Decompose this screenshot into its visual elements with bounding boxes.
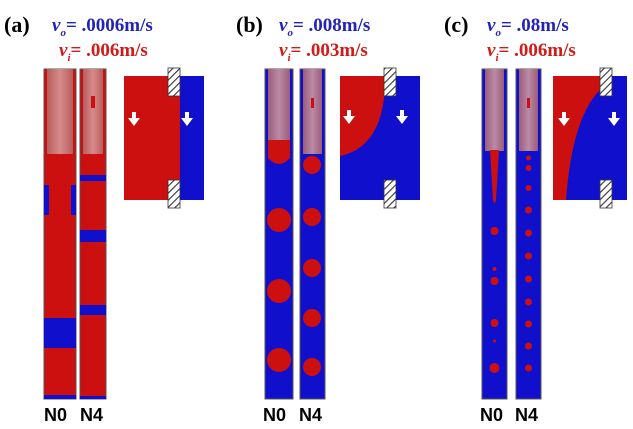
panel-b-inset	[340, 67, 420, 209]
droplet	[525, 165, 532, 171]
outer-subscript: o	[60, 26, 66, 39]
inner-subscript: i	[495, 51, 499, 64]
panel-a-left-case-label: N0	[44, 405, 68, 425]
droplet	[525, 342, 532, 350]
droplet	[267, 208, 291, 232]
panel-b-right-case-label: N4	[299, 405, 323, 425]
velocity-symbol: v	[52, 15, 61, 36]
droplet	[525, 206, 532, 214]
droplet	[525, 275, 532, 283]
flow-arrow-icon	[608, 112, 620, 126]
flow-arrow-icon	[181, 112, 193, 126]
panel-a-inner-value: = .006m/s	[70, 40, 148, 61]
droplet	[303, 358, 321, 376]
velocity-symbol: v	[279, 40, 288, 61]
droplet	[525, 364, 532, 372]
outer-subscript: o	[495, 26, 501, 39]
droplet	[525, 252, 532, 260]
panel-c-left-case-label: N0	[480, 405, 504, 425]
panel-b-left-case-label: N0	[263, 405, 287, 425]
panel-a-right-channel	[79, 68, 107, 400]
velocity-symbol: v	[59, 40, 68, 61]
flow-arrow-icon	[558, 112, 570, 126]
panel-c-outer-velocity: vo= .08m/s	[487, 16, 569, 39]
panel-c-inset	[553, 67, 627, 209]
droplet	[267, 348, 291, 372]
panel-a-inner-velocity: vi= .006m/s	[59, 41, 148, 64]
flow-arrow-icon	[343, 110, 355, 124]
panel-c-right-case-label: N4	[515, 405, 539, 425]
panel-b-inner-value: = .003m/s	[290, 40, 368, 61]
droplet	[526, 155, 531, 161]
panel-c-right-channel	[515, 68, 542, 400]
droplet	[489, 363, 500, 373]
droplet	[490, 277, 499, 285]
droplet	[490, 227, 499, 235]
droplet	[525, 229, 532, 237]
panel-b-right-channel	[299, 68, 326, 400]
droplet	[525, 320, 532, 328]
panel-a-outer-value: = .0006m/s	[65, 15, 153, 36]
droplet	[303, 156, 321, 174]
droplet	[303, 309, 321, 327]
panel-c-outer-value: = .08m/s	[500, 15, 569, 36]
panel-a-outer-velocity: vo= .0006m/s	[52, 16, 153, 39]
droplet	[303, 259, 321, 277]
panel-b-label: (b)	[236, 12, 263, 37]
droplet	[525, 185, 532, 191]
inner-subscript: i	[67, 51, 71, 64]
droplet	[493, 339, 496, 343]
flow-arrow-icon	[396, 110, 408, 124]
panel-c-inner-value: = .006m/s	[498, 40, 576, 61]
panel-b-left-channel	[264, 68, 294, 400]
panel-a-left-channel	[43, 68, 77, 400]
panel-a-right-case-label: N4	[80, 405, 104, 425]
panel-c-inner-velocity: vi= .006m/s	[487, 41, 576, 64]
velocity-symbol: v	[279, 15, 288, 36]
velocity-symbol: v	[487, 15, 496, 36]
panel-c-label: (c)	[444, 12, 469, 37]
droplet	[490, 319, 499, 327]
flow-arrow-icon	[128, 112, 140, 126]
panel-b-outer-value: = .008m/s	[292, 15, 371, 36]
panel-b-inner-velocity: vi= .003m/s	[279, 41, 368, 64]
inner-subscript: i	[287, 51, 291, 64]
panel-a-inset	[124, 67, 204, 209]
panel-b-outer-velocity: vo= .008m/s	[279, 16, 370, 39]
droplet	[267, 279, 291, 303]
outer-subscript: o	[287, 26, 293, 39]
droplet	[525, 298, 532, 306]
velocity-symbol: v	[487, 40, 496, 61]
droplet	[492, 267, 497, 271]
panel-a-label: (a)	[4, 12, 30, 37]
droplet	[303, 208, 321, 226]
panel-c-left-channel	[481, 68, 508, 400]
